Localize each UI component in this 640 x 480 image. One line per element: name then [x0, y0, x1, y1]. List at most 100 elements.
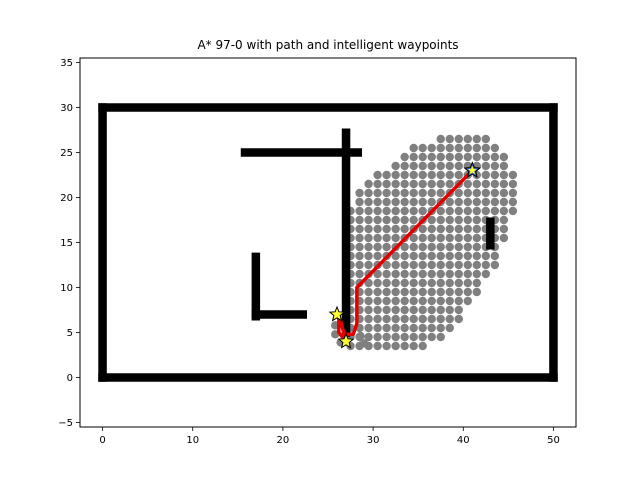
explored-point: [409, 215, 418, 225]
explored-point: [472, 269, 481, 279]
explored-point: [355, 251, 364, 261]
explored-point: [400, 296, 409, 306]
explored-point: [418, 296, 427, 306]
explored-point: [454, 314, 463, 324]
explored-point: [391, 341, 400, 351]
explored-point: [463, 152, 472, 162]
y-tick-label: 15: [60, 238, 73, 249]
explored-point: [427, 323, 436, 333]
explored-point: [382, 170, 391, 180]
explored-point: [418, 278, 427, 288]
explored-point: [472, 197, 481, 207]
explored-point: [481, 197, 491, 207]
x-tick-label: 50: [547, 435, 560, 446]
explored-point: [445, 197, 454, 207]
explored-point: [355, 206, 364, 216]
explored-point: [499, 224, 509, 234]
explored-point: [409, 305, 418, 315]
explored-point: [445, 215, 454, 225]
explored-point: [472, 215, 481, 225]
explored-point: [490, 197, 500, 207]
waypoint-layer: [328, 161, 482, 349]
explored-point: [418, 305, 427, 315]
explored-point: [382, 179, 391, 189]
goal-star-icon: [468, 166, 477, 175]
explored-point: [418, 323, 427, 333]
explored-point: [373, 170, 382, 180]
explored-point: [463, 206, 472, 216]
explored-point: [445, 170, 454, 180]
explored-point: [409, 179, 418, 189]
explored-point: [445, 305, 454, 315]
explored-point: [427, 161, 436, 171]
explored-point: [409, 197, 418, 207]
explored-point: [436, 323, 445, 333]
explored-point: [355, 269, 364, 279]
explored-point: [400, 305, 409, 315]
explored-point: [427, 269, 436, 279]
x-tick-label: 10: [186, 435, 199, 446]
explored-point: [427, 197, 436, 207]
explored-point: [427, 314, 436, 324]
explored-point: [499, 161, 509, 171]
explored-point: [427, 332, 436, 342]
explored-point: [499, 152, 509, 162]
explored-point: [391, 305, 400, 315]
explored-point: [481, 251, 491, 261]
explored-point: [382, 206, 391, 216]
explored-point: [454, 161, 463, 171]
explored-point: [508, 197, 518, 207]
explored-point: [364, 305, 373, 315]
explored-point: [454, 278, 463, 288]
explored-point: [418, 197, 427, 207]
explored-point: [409, 242, 418, 252]
explored-point: [382, 296, 391, 306]
explored-point: [445, 278, 454, 288]
explored-point: [490, 161, 500, 171]
explored-point: [445, 242, 454, 252]
explored-point: [355, 242, 364, 252]
explored-point: [364, 287, 373, 297]
explored-point: [445, 323, 454, 333]
explored-point: [454, 188, 463, 198]
explored-point: [382, 278, 391, 288]
explored-point: [355, 188, 364, 198]
waypoint-star-icon: [328, 305, 346, 322]
x-tick-label: 0: [99, 435, 105, 446]
explored-point: [364, 233, 373, 243]
explored-point: [373, 278, 382, 288]
explored-point: [400, 251, 409, 261]
explored-point: [445, 224, 454, 234]
explored-point: [364, 206, 373, 216]
explored-point: [436, 296, 445, 306]
path-layer: [337, 168, 475, 344]
explored-point: [382, 269, 391, 279]
explored-point: [391, 332, 400, 342]
chart-title: A* 97-0 with path and intelligent waypoi…: [197, 38, 458, 52]
explored-point: [499, 215, 509, 225]
explored-point: [436, 179, 445, 189]
explored-point: [445, 314, 454, 324]
explored-point: [481, 188, 491, 198]
explored-point: [391, 170, 400, 180]
y-tick-label: 30: [60, 103, 73, 114]
explored-point: [382, 323, 391, 333]
explored-point: [463, 278, 472, 288]
explored-point: [400, 170, 409, 180]
explored-point: [463, 197, 472, 207]
explored-point: [364, 197, 373, 207]
explored-point: [409, 314, 418, 324]
explored-point: [436, 332, 445, 342]
explored-point: [400, 269, 409, 279]
explored-point: [400, 278, 409, 288]
explored-point: [418, 143, 427, 153]
explored-point: [427, 152, 436, 162]
explored-point: [391, 296, 400, 306]
explored-point: [481, 269, 491, 279]
explored-point: [427, 287, 436, 297]
explored-point: [454, 251, 463, 261]
explored-point: [400, 215, 409, 225]
explored-point: [454, 215, 463, 225]
explored-point: [382, 305, 391, 315]
explored-point: [373, 332, 382, 342]
